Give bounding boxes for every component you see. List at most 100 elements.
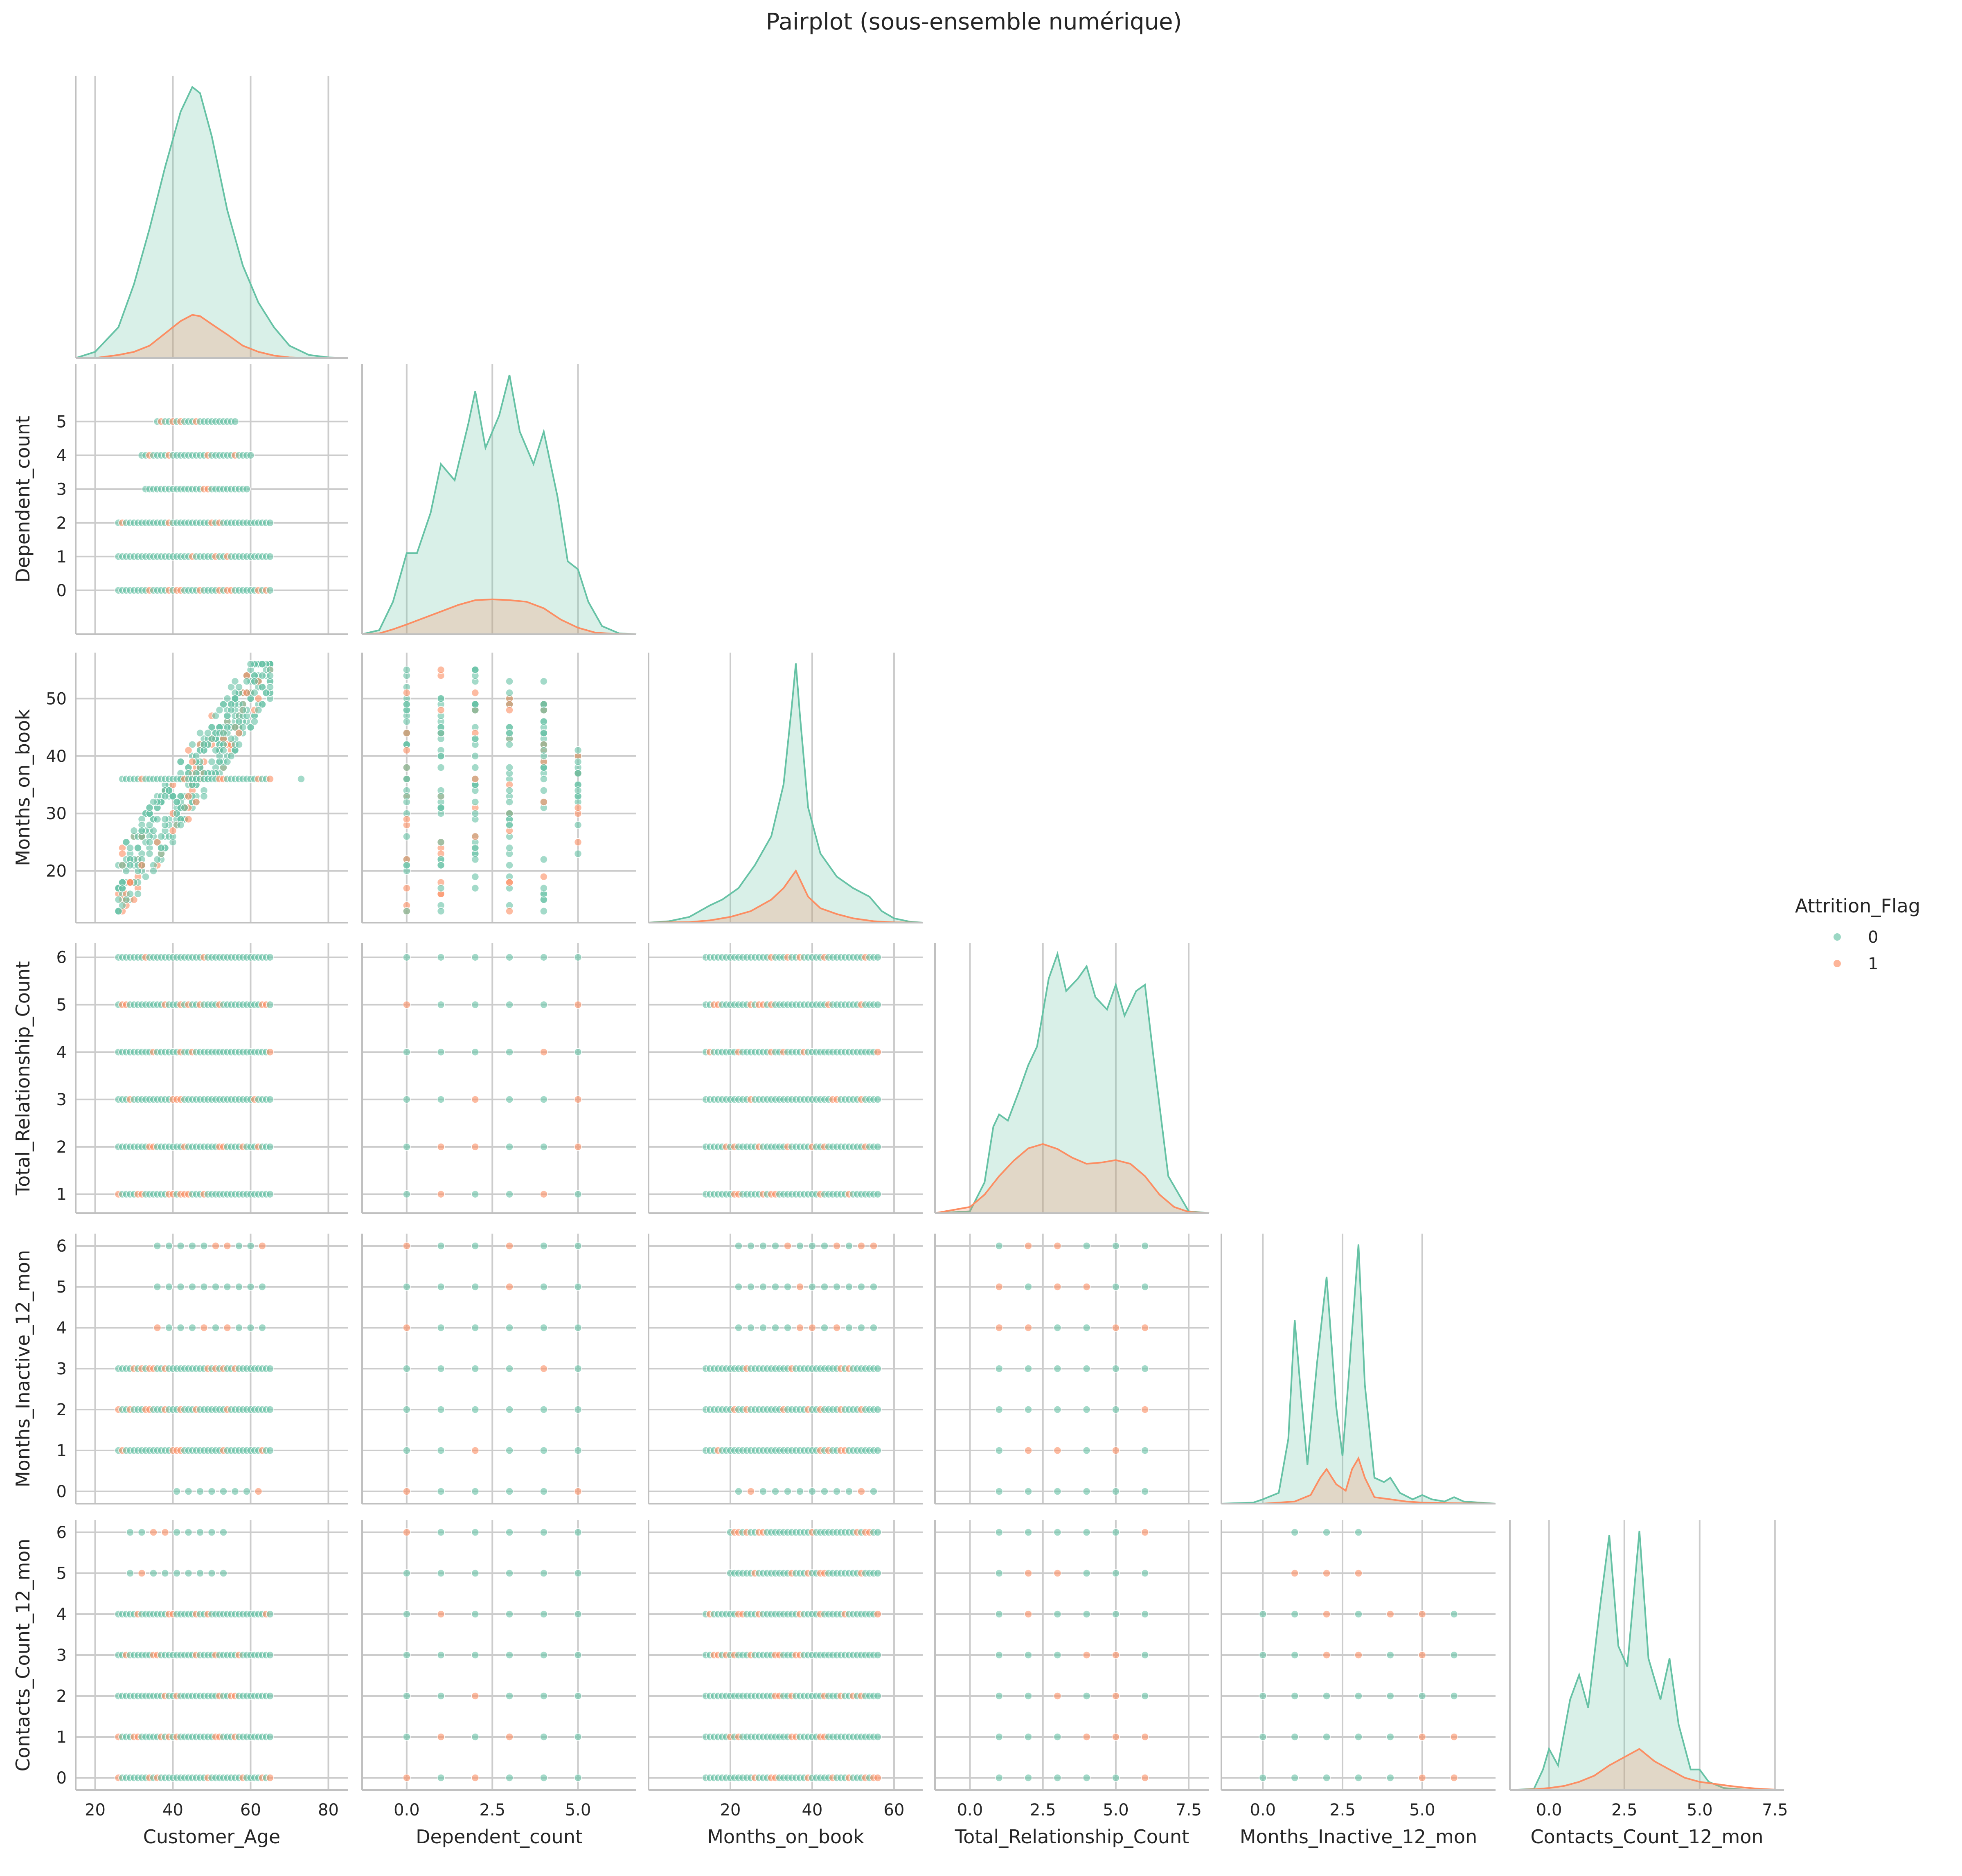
scatter-point-0 xyxy=(437,1095,445,1104)
scatter-point-1 xyxy=(540,1048,548,1056)
scatter-point-0 xyxy=(505,953,514,962)
scatter-point-0 xyxy=(134,890,142,898)
scatter-point-0 xyxy=(1112,1487,1120,1495)
scatter-point-0 xyxy=(995,1487,1003,1495)
legend-title: Attrition_Flag xyxy=(1795,895,1920,917)
kde-line-1 xyxy=(1509,1748,1784,1791)
scatter-point-0 xyxy=(246,660,255,668)
scatter-point-1 xyxy=(437,1733,445,1741)
scatter-point-1 xyxy=(437,1190,445,1198)
scatter-point-0 xyxy=(505,798,514,806)
scatter-point-0 xyxy=(1053,1487,1062,1495)
scatter-point-0 xyxy=(1291,1651,1299,1659)
scatter-point-0 xyxy=(833,1283,841,1291)
scatter-point-0 xyxy=(235,1283,243,1291)
scatter-point-0 xyxy=(215,706,224,714)
scatter-point-0 xyxy=(231,417,239,426)
scatter-point-1 xyxy=(235,729,243,737)
scatter-point-0 xyxy=(212,1324,220,1332)
scatter-point-0 xyxy=(142,872,150,881)
scatter-point-0 xyxy=(1291,1692,1299,1700)
scatter-point-0 xyxy=(114,896,123,904)
scatter-point-0 xyxy=(505,861,514,869)
scatter-point-0 xyxy=(471,1048,480,1056)
x-tick-label: 0.0 xyxy=(1250,1801,1276,1820)
scatter-point-0 xyxy=(1141,1692,1149,1700)
scatter-point-0 xyxy=(1024,1651,1032,1659)
scatter-point-1 xyxy=(1082,1651,1091,1659)
scatter-point-0 xyxy=(173,1487,181,1495)
x-tick-label: 60 xyxy=(884,1801,905,1820)
scatter-point-0 xyxy=(574,849,582,858)
scatter-point-0 xyxy=(471,798,480,806)
scatter-point-0 xyxy=(874,953,882,962)
scatter-point-0 xyxy=(820,1283,829,1291)
scatter-point-1 xyxy=(1024,1610,1032,1618)
scatter-point-0 xyxy=(574,769,582,777)
scatter-point-0 xyxy=(1082,1774,1091,1782)
scatter-point-0 xyxy=(1024,1733,1032,1741)
scatter-point-0 xyxy=(540,1405,548,1414)
scatter-point-1 xyxy=(153,1324,162,1332)
kde-fill-1 xyxy=(362,599,636,634)
scatter-point-0 xyxy=(1450,1692,1458,1700)
scatter-point-1 xyxy=(184,792,193,800)
scatter-point-0 xyxy=(403,1446,411,1455)
scatter-point-0 xyxy=(796,1487,804,1495)
scatter-point-0 xyxy=(471,1324,480,1332)
scatter-point-1 xyxy=(153,838,162,847)
scatter-point-0 xyxy=(833,1487,841,1495)
scatter-point-0 xyxy=(874,1143,882,1151)
scatter-point-0 xyxy=(126,1569,134,1577)
scatter-point-0 xyxy=(1259,1774,1267,1782)
scatter-point-0 xyxy=(219,729,228,737)
panel-months-on-book-vs-months-on-book xyxy=(648,653,923,923)
scatter-point-1 xyxy=(1322,1610,1331,1618)
panel-months-on-book-vs-dependent-count xyxy=(361,653,636,923)
scatter-point-0 xyxy=(243,1487,251,1495)
scatter-point-0 xyxy=(874,1365,882,1373)
scatter-point-0 xyxy=(403,666,411,674)
scatter-point-0 xyxy=(471,700,480,709)
scatter-point-1 xyxy=(1418,1733,1426,1741)
scatter-point-1 xyxy=(403,729,411,737)
scatter-point-0 xyxy=(231,677,239,685)
scatter-point-0 xyxy=(437,1365,445,1373)
scatter-point-0 xyxy=(266,1095,274,1104)
x-tick-label: 5.0 xyxy=(565,1801,591,1820)
kde-line-0 xyxy=(1509,1531,1784,1791)
scatter-point-0 xyxy=(995,1528,1003,1536)
y-axis-label: Total_Relationship_Count xyxy=(12,961,34,1196)
scatter-point-0 xyxy=(246,694,255,703)
scatter-point-0 xyxy=(250,677,259,685)
kde-fill-0 xyxy=(362,375,636,634)
scatter-point-0 xyxy=(471,953,480,962)
x-tick-label: 0.0 xyxy=(957,1801,983,1820)
scatter-point-0 xyxy=(149,1569,158,1577)
scatter-point-0 xyxy=(437,1048,445,1056)
kde-fill-1 xyxy=(935,1144,1209,1213)
scatter-point-0 xyxy=(505,1048,514,1056)
scatter-point-0 xyxy=(820,1242,829,1250)
scatter-point-0 xyxy=(874,1095,882,1104)
scatter-point-1 xyxy=(1141,1405,1149,1414)
scatter-point-0 xyxy=(1053,1610,1062,1618)
scatter-point-0 xyxy=(540,1569,548,1577)
scatter-point-0 xyxy=(1141,1365,1149,1373)
scatter-point-0 xyxy=(540,1528,548,1536)
scatter-point-0 xyxy=(149,827,158,835)
scatter-point-1 xyxy=(471,1774,480,1782)
scatter-point-0 xyxy=(437,1569,445,1577)
scatter-point-0 xyxy=(1112,1242,1120,1250)
scatter-point-0 xyxy=(540,1283,548,1291)
scatter-point-0 xyxy=(145,821,154,829)
scatter-point-0 xyxy=(157,832,165,841)
scatter-point-0 xyxy=(874,1651,882,1659)
kde-fill-0 xyxy=(76,87,348,358)
scatter-point-0 xyxy=(505,1405,514,1414)
scatter-point-0 xyxy=(471,734,480,743)
scatter-point-0 xyxy=(505,809,514,818)
scatter-point-1 xyxy=(505,1283,514,1291)
